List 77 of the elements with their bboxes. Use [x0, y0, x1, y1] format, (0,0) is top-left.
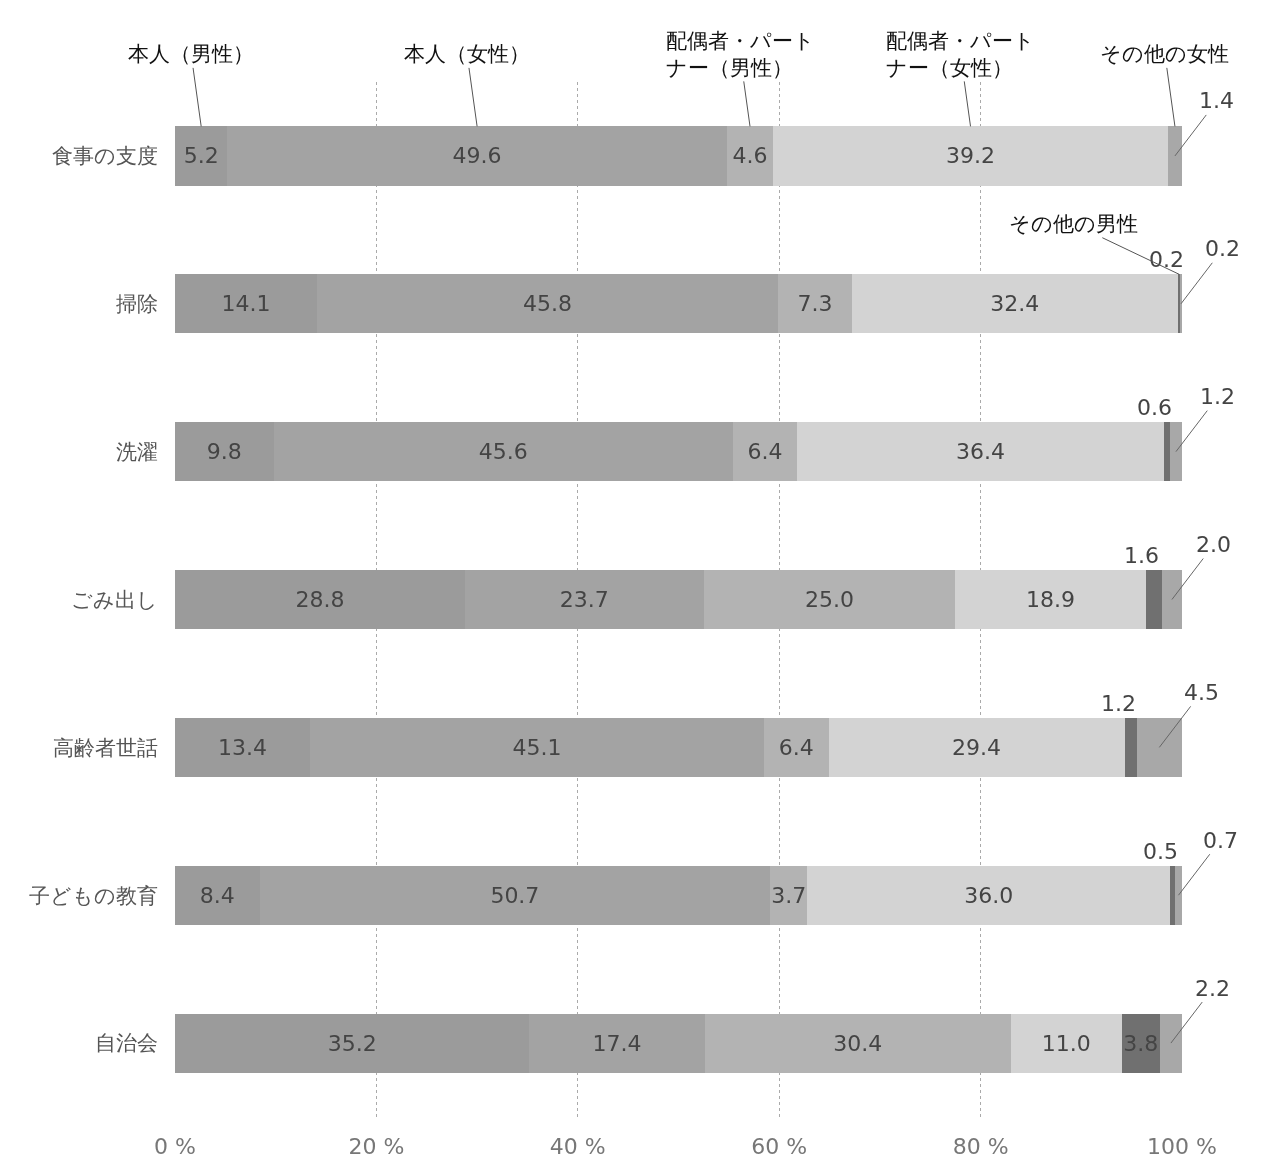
bar — [726, 126, 774, 186]
x-tick-label: 20 % — [348, 1134, 405, 1159]
data-label: 2.0 — [1196, 532, 1231, 557]
data-label: 17.4 — [592, 1030, 642, 1056]
x-tick-label: 40 % — [549, 1134, 606, 1159]
data-label: 6.4 — [747, 439, 783, 465]
bar — [1161, 569, 1182, 630]
y-tick-label: 掃除 — [116, 292, 158, 317]
data-label: 1.6 — [1124, 543, 1159, 568]
y-tick-label: 高齢者世話 — [53, 735, 158, 760]
data-label: 29.4 — [952, 734, 1002, 760]
data-label: 14.1 — [221, 291, 271, 317]
data-label: 50.7 — [490, 882, 540, 908]
data-label: 0.7 — [1203, 828, 1238, 853]
data-label: 5.2 — [183, 143, 219, 169]
y-tick-label: 洗濯 — [116, 439, 158, 464]
data-label: 35.2 — [327, 1030, 377, 1056]
data-label: 6.4 — [778, 734, 814, 760]
text: その他の女性 — [1100, 42, 1229, 66]
x-tick-label: 60 % — [751, 1134, 808, 1159]
data-label: 32.4 — [990, 291, 1040, 317]
data-label: 13.4 — [217, 734, 267, 760]
data-label: 45.1 — [512, 734, 562, 760]
data-label: 30.4 — [833, 1030, 883, 1056]
data-label: 1.2 — [1101, 691, 1136, 716]
y-tick-label: 食事の支度 — [52, 144, 158, 169]
data-label: 25.0 — [805, 587, 855, 612]
bar — [1174, 865, 1182, 925]
y-tick-label: ごみ出し — [71, 587, 158, 612]
data-label: 2.2 — [1195, 976, 1230, 1001]
data-label: 39.2 — [946, 143, 996, 169]
data-label: 0.2 — [1205, 236, 1240, 261]
text: その他の男性 — [1009, 212, 1138, 236]
text: 本人（男性） — [128, 42, 254, 66]
bar — [1163, 422, 1170, 482]
data-label: 36.4 — [956, 439, 1006, 465]
bar — [1136, 717, 1182, 777]
bar — [955, 569, 1146, 630]
data-label: 23.7 — [559, 587, 609, 612]
data-label: 0.6 — [1137, 395, 1172, 420]
data-label: 1.2 — [1200, 384, 1235, 409]
data-label: 36.0 — [964, 882, 1014, 908]
data-label: 9.8 — [206, 439, 242, 465]
text: 配偶者・パートナー（男性） — [666, 29, 815, 81]
y-tick-label: 子どもの教育 — [29, 883, 158, 908]
bar — [1145, 569, 1162, 630]
data-label: 4.5 — [1184, 680, 1219, 705]
data-label: 45.8 — [523, 291, 573, 317]
data-label: 4.6 — [732, 143, 768, 169]
text: 配偶者・パートナー（女性） — [886, 29, 1035, 81]
text: 本人（女性） — [404, 42, 530, 66]
y-tick-label: 自治会 — [95, 1031, 158, 1056]
bar — [1010, 1013, 1122, 1073]
bar — [851, 274, 1178, 334]
bar — [1169, 865, 1175, 925]
data-label: 45.6 — [478, 439, 528, 465]
data-label: 11.0 — [1041, 1030, 1091, 1056]
x-tick-label: 80 % — [952, 1134, 1009, 1159]
data-label: 18.9 — [1026, 587, 1076, 612]
x-tick-label: 0 % — [154, 1134, 196, 1159]
bar — [773, 126, 1168, 186]
data-label: 49.6 — [452, 143, 502, 169]
data-label: 0.5 — [1143, 839, 1178, 864]
data-label: 0.2 — [1149, 247, 1184, 272]
data-label: 1.4 — [1199, 88, 1234, 113]
bar — [1167, 126, 1182, 186]
bar — [1159, 1013, 1182, 1073]
data-label: 8.4 — [199, 882, 235, 908]
data-label: 3.7 — [771, 882, 807, 908]
bar — [1124, 717, 1137, 777]
bar — [1169, 422, 1182, 482]
bar — [797, 422, 1164, 482]
data-label: 28.8 — [295, 587, 345, 612]
bar — [807, 865, 1170, 925]
bar — [828, 717, 1125, 777]
x-tick-label: 100 % — [1147, 1134, 1217, 1159]
data-label: 7.3 — [797, 291, 833, 317]
